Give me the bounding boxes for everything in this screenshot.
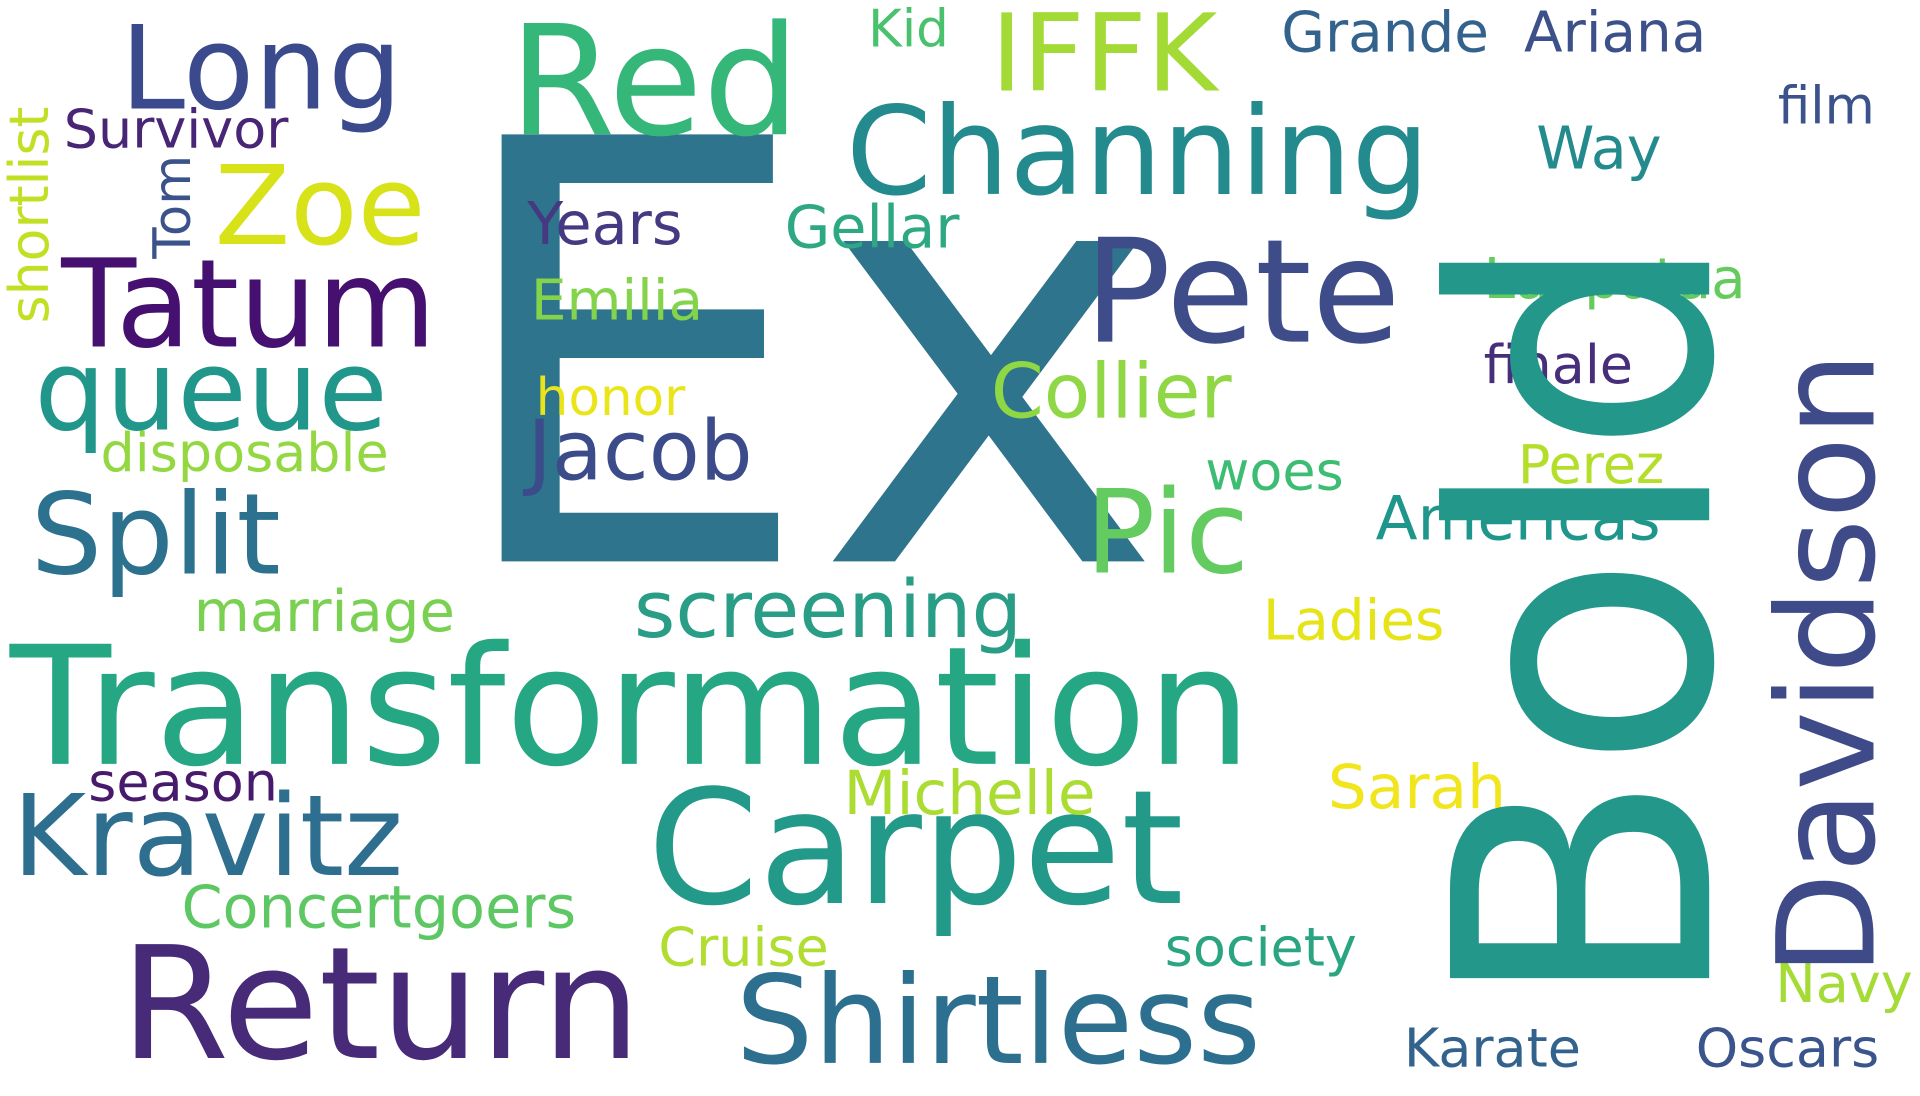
word-iffk: IFFK [990,0,1218,116]
word-long: Long [120,2,403,137]
word-society: society [1164,916,1357,979]
word-red: Red [508,0,801,171]
word-pic: Pic [1085,466,1250,601]
word-pete: Pete [1083,207,1401,376]
word-jacob: Jacob [527,403,753,501]
word-perez: Perez [1517,434,1665,497]
word-honor: honor [535,367,686,428]
word-ladies: Ladies [1262,586,1445,653]
word-davidson: Davidson [1748,351,1906,977]
word-transformation: Transformation [9,611,1252,803]
word-kravitz: Kravitz [12,771,404,902]
word-split: Split [30,469,281,601]
word-ariana: Ariana [1524,0,1707,65]
word-concertgoers: Concertgoers [181,873,577,943]
word-queue: queue [34,325,388,457]
word-collier: Collier [990,346,1232,436]
word-film: film [1777,75,1875,136]
word-shortlist: shortlist [0,106,62,324]
word-screening: screening [633,564,1023,657]
word-emilia: Emilia [530,267,704,334]
word-way: Way [1536,114,1662,184]
word-ex: Ex [443,18,1164,701]
word-sarah: Sarah [1327,751,1506,823]
word-channing: Channing [846,80,1430,224]
word-bold: Bold [1380,230,1794,1013]
word-tatum: Tatum [61,233,437,376]
word-grande: Grande [1281,0,1489,65]
word-laapataa: Laapataa [1483,245,1746,312]
word-woes: woes [1205,440,1344,503]
word-finale: finale [1483,334,1633,397]
word-carpet: Carpet [647,755,1184,941]
word-zoe: Zoe [214,142,426,271]
word-return: Return [120,914,641,1096]
word-cruise: Cruise [658,916,829,979]
word-michelle: Michelle [843,757,1096,829]
word-shirtless: Shirtless [735,949,1262,1093]
word-marriage: marriage [193,578,455,646]
word-kid: Kid [868,0,949,59]
word-season: season [88,751,278,814]
word-oscars: Oscars [1695,1017,1880,1080]
word-navy: Navy [1775,953,1913,1016]
word-tom: Tom [142,154,203,259]
word-americas: Americas [1375,483,1661,555]
word-gellar: Gellar [784,194,960,263]
word-karate: Karate [1403,1017,1581,1080]
word-disposable: disposable [100,422,389,485]
word-survivor: Survivor [63,98,289,162]
word-years: Years [527,190,683,259]
